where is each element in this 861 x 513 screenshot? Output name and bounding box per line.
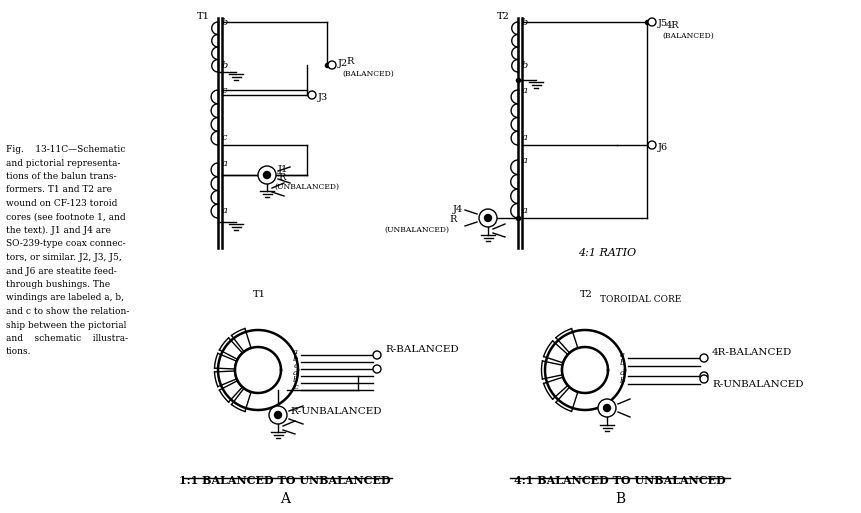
Text: T1: T1: [253, 290, 266, 299]
Text: and    schematic    illustra-: and schematic illustra-: [6, 334, 128, 343]
Circle shape: [598, 399, 616, 417]
Text: a: a: [222, 159, 228, 168]
Text: a: a: [522, 86, 528, 95]
Text: a: a: [620, 351, 625, 359]
Text: through bushings. The: through bushings. The: [6, 280, 110, 289]
Text: and J6 are steatite feed-: and J6 are steatite feed-: [6, 266, 117, 275]
Text: R-UNBALANCED: R-UNBALANCED: [712, 380, 803, 389]
Text: Fig.    13-11C—Schematic: Fig. 13-11C—Schematic: [6, 145, 126, 154]
Text: tors, or similar. J2, J3, J5,: tors, or similar. J2, J3, J5,: [6, 253, 121, 262]
Text: and c to show the relation-: and c to show the relation-: [6, 307, 129, 316]
Text: R: R: [346, 56, 353, 66]
Text: a: a: [522, 133, 528, 142]
Text: tions of the balun trans-: tions of the balun trans-: [6, 172, 116, 181]
Text: R: R: [278, 172, 285, 182]
Text: T2: T2: [497, 12, 510, 21]
Circle shape: [328, 61, 336, 69]
Text: c: c: [294, 383, 298, 391]
Text: a: a: [522, 206, 528, 215]
Circle shape: [479, 209, 497, 227]
Text: b: b: [522, 18, 529, 27]
Text: SO-239-type coax connec-: SO-239-type coax connec-: [6, 240, 126, 248]
Text: (BALANCED): (BALANCED): [342, 70, 393, 78]
Text: J1: J1: [278, 165, 288, 173]
Text: T2: T2: [580, 290, 593, 299]
Text: J3: J3: [318, 92, 328, 102]
Text: b: b: [293, 376, 298, 384]
Text: b: b: [522, 61, 529, 70]
Text: a: a: [293, 369, 298, 377]
Text: 4R: 4R: [666, 21, 679, 30]
Text: c: c: [294, 362, 298, 370]
Text: b: b: [222, 61, 228, 70]
Circle shape: [648, 18, 656, 26]
Text: 1:1 BALANCED TO UNBALANCED: 1:1 BALANCED TO UNBALANCED: [179, 475, 391, 486]
Text: cores (see footnote 1, and: cores (see footnote 1, and: [6, 212, 126, 222]
Text: J6: J6: [658, 143, 668, 151]
Circle shape: [648, 141, 656, 149]
Circle shape: [269, 406, 287, 424]
Circle shape: [275, 411, 282, 419]
Circle shape: [700, 372, 708, 380]
Text: R-BALANCED: R-BALANCED: [385, 345, 459, 354]
Text: 4:1 RATIO: 4:1 RATIO: [578, 248, 636, 258]
Text: B: B: [615, 492, 625, 506]
Circle shape: [485, 214, 492, 222]
Text: formers. T1 and T2 are: formers. T1 and T2 are: [6, 186, 112, 194]
Text: c: c: [222, 86, 227, 95]
Text: b: b: [293, 355, 298, 363]
Circle shape: [700, 375, 708, 383]
Text: b: b: [620, 359, 625, 367]
Text: T1: T1: [196, 12, 209, 21]
Text: tions.: tions.: [6, 347, 32, 357]
Text: a: a: [620, 369, 625, 377]
Text: windings are labeled a, b,: windings are labeled a, b,: [6, 293, 124, 303]
Text: the text). J1 and J4 are: the text). J1 and J4 are: [6, 226, 111, 235]
Text: J4: J4: [453, 206, 463, 214]
Text: 4R-BALANCED: 4R-BALANCED: [712, 348, 792, 357]
Circle shape: [373, 351, 381, 359]
Circle shape: [604, 404, 610, 411]
Text: wound on CF-123 toroid: wound on CF-123 toroid: [6, 199, 117, 208]
Text: (BALANCED): (BALANCED): [662, 32, 714, 40]
Circle shape: [373, 365, 381, 373]
Text: a: a: [293, 348, 298, 356]
Text: b: b: [222, 18, 228, 27]
Circle shape: [258, 166, 276, 184]
Text: A: A: [280, 492, 290, 506]
Text: and pictorial representa-: and pictorial representa-: [6, 159, 121, 168]
Text: (UNBALANCED): (UNBALANCED): [384, 226, 449, 234]
Text: J2: J2: [338, 58, 348, 68]
Text: a: a: [522, 156, 528, 165]
Text: a: a: [222, 206, 228, 215]
Text: R: R: [449, 215, 457, 225]
Circle shape: [308, 91, 316, 99]
Text: ship between the pictorial: ship between the pictorial: [6, 321, 127, 329]
Text: TOROIDAL CORE: TOROIDAL CORE: [600, 295, 681, 304]
Text: R-UNBALANCED: R-UNBALANCED: [290, 407, 381, 417]
Text: b: b: [620, 377, 625, 385]
Circle shape: [700, 354, 708, 362]
Text: c: c: [222, 133, 227, 142]
Text: J5: J5: [658, 19, 668, 29]
Text: 4:1 BALANCED TO UNBALANCED: 4:1 BALANCED TO UNBALANCED: [514, 475, 726, 486]
Circle shape: [263, 171, 270, 179]
Text: (UNBALANCED): (UNBALANCED): [274, 183, 339, 191]
